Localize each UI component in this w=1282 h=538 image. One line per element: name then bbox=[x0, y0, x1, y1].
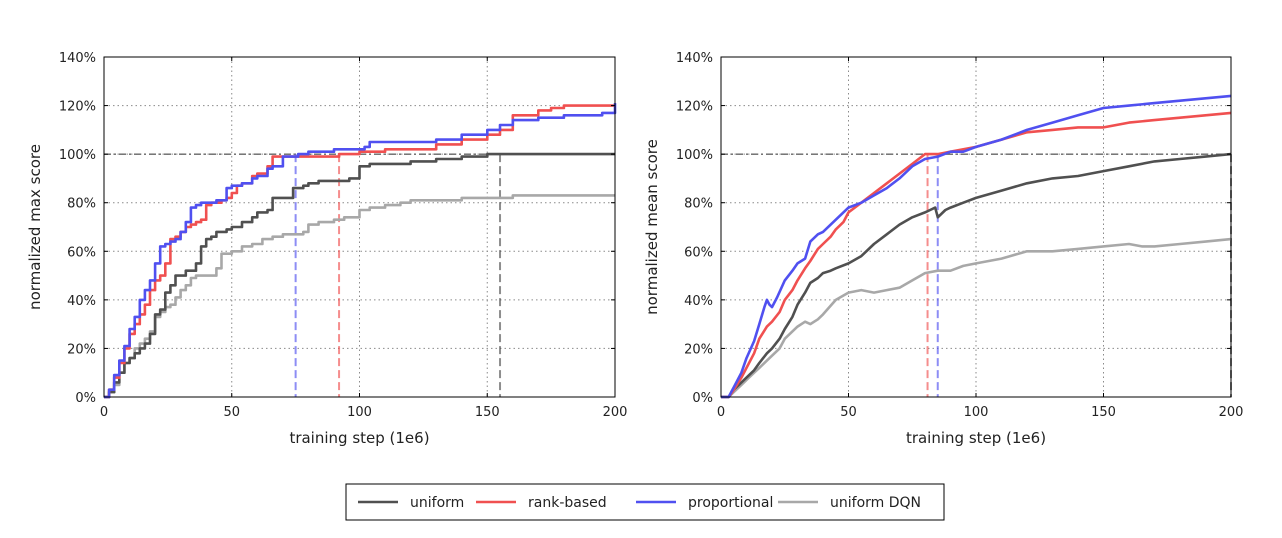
series-line-proportional bbox=[721, 94, 1232, 399]
y-tick-label: 120% bbox=[676, 100, 713, 115]
x-axis-label: training step (1e6) bbox=[289, 429, 429, 447]
x-tick-label: 50 bbox=[840, 405, 857, 420]
x-tick-label: 200 bbox=[1219, 405, 1244, 420]
y-axis-label: normalized mean score bbox=[643, 139, 661, 315]
y-tick-label: 100% bbox=[676, 148, 713, 163]
y-tick-label: 20% bbox=[67, 342, 96, 357]
series-line-proportional bbox=[104, 103, 617, 399]
max-score-chart: 0 50 100 150 200 0% 20% 40% 60% 80% 100% 120% 140% tr… bbox=[26, 51, 627, 447]
series-line-uniform bbox=[104, 152, 615, 399]
series-line-rank-based bbox=[721, 111, 1232, 399]
x-tick-label: 100 bbox=[347, 405, 372, 420]
y-tick-label: 120% bbox=[59, 100, 96, 115]
x-tick-label: 100 bbox=[964, 405, 989, 420]
y-tick-label: 80% bbox=[67, 197, 96, 212]
x-axis-label: training step (1e6) bbox=[906, 429, 1046, 447]
x-tick-label: 0 bbox=[100, 405, 108, 420]
series-line-uniform-dqn bbox=[721, 237, 1232, 399]
y-tick-label: 60% bbox=[684, 245, 713, 260]
series-line-uniform bbox=[721, 152, 1232, 399]
legend-label-proportional: proportional bbox=[688, 495, 773, 511]
legend: uniform rank-based proportional uniform DQN bbox=[345, 483, 945, 521]
legend-label-rank-based: rank-based bbox=[528, 495, 607, 511]
y-tick-label: 40% bbox=[684, 294, 713, 309]
y-axis-label: normalized max score bbox=[26, 144, 44, 310]
mean-score-chart: 0 50 100 150 200 0% 20% 40% 60% 80% 100% 120% 140% tr… bbox=[643, 51, 1243, 447]
y-tick-label: 100% bbox=[59, 148, 96, 163]
x-tick-label: 200 bbox=[603, 405, 628, 420]
y-tick-label: 60% bbox=[67, 245, 96, 260]
y-tick-label: 140% bbox=[676, 51, 713, 66]
x-tick-label: 0 bbox=[717, 405, 725, 420]
y-tick-label: 40% bbox=[67, 294, 96, 309]
series-line-uniform-dqn bbox=[104, 194, 615, 399]
y-tick-label: 140% bbox=[59, 51, 96, 66]
y-tick-label: 20% bbox=[684, 342, 713, 357]
x-tick-label: 150 bbox=[475, 405, 500, 420]
y-tick-label: 0% bbox=[75, 391, 96, 406]
legend-label-uniform-dqn: uniform DQN bbox=[830, 495, 921, 511]
y-tick-label: 80% bbox=[684, 197, 713, 212]
legend-label-uniform: uniform bbox=[410, 495, 464, 511]
x-tick-label: 150 bbox=[1091, 405, 1116, 420]
y-tick-label: 0% bbox=[692, 391, 713, 406]
x-tick-label: 50 bbox=[223, 405, 240, 420]
